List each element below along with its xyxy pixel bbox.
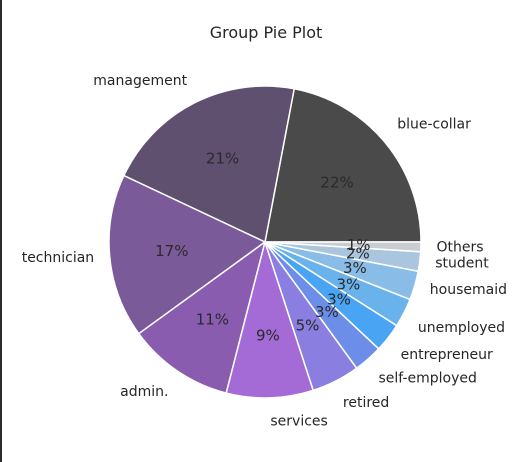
percent-label-self-employed: 3% [315,303,339,321]
percent-label-technician: 17% [155,242,188,260]
category-label-entrepreneur: entrepreneur [401,347,493,363]
chart-title: Group Pie Plot [210,23,323,42]
pie-slice-admin [138,241,266,394]
pie-slice-services [225,241,314,399]
pie-slice-management [123,85,295,243]
category-label-blue-collar: blue-collar [397,117,471,133]
pie-slice-blue-collar [264,88,422,243]
category-label-management: management [93,73,187,89]
percent-label-housemaid: 3% [343,259,367,277]
percent-label-services: 9% [256,327,280,345]
pie-slices [108,85,422,399]
percent-label-management: 21% [206,150,239,168]
percent-label-student: 2% [346,245,370,263]
pie-slice-technician [108,174,266,335]
category-label-admin: admin. [120,384,168,400]
category-label-technician: technician [22,250,94,266]
category-label-housemaid: housemaid [430,282,507,298]
percent-label-admin: 11% [196,310,229,328]
percent-label-others: 1% [347,236,371,254]
category-label-student: student [435,256,489,272]
category-label-unemployed: unemployed [418,320,505,336]
category-labels: blue-collar management technician admin. ser… [22,73,507,429]
percent-label-entrepreneur: 3% [327,290,351,308]
percent-label-retired: 5% [296,316,320,334]
category-label-others: Others [437,239,484,255]
percent-labels: 22%21%17%11%9%5%3%3%3%3%2%1% [155,150,370,345]
percent-label-unemployed: 3% [337,276,361,294]
category-label-services: services [270,414,327,430]
percent-label-blue-collar: 22% [320,173,353,191]
pie-slice-others [264,241,422,253]
category-label-self-employed: self-employed [379,371,477,387]
category-label-retired: retired [343,395,389,411]
